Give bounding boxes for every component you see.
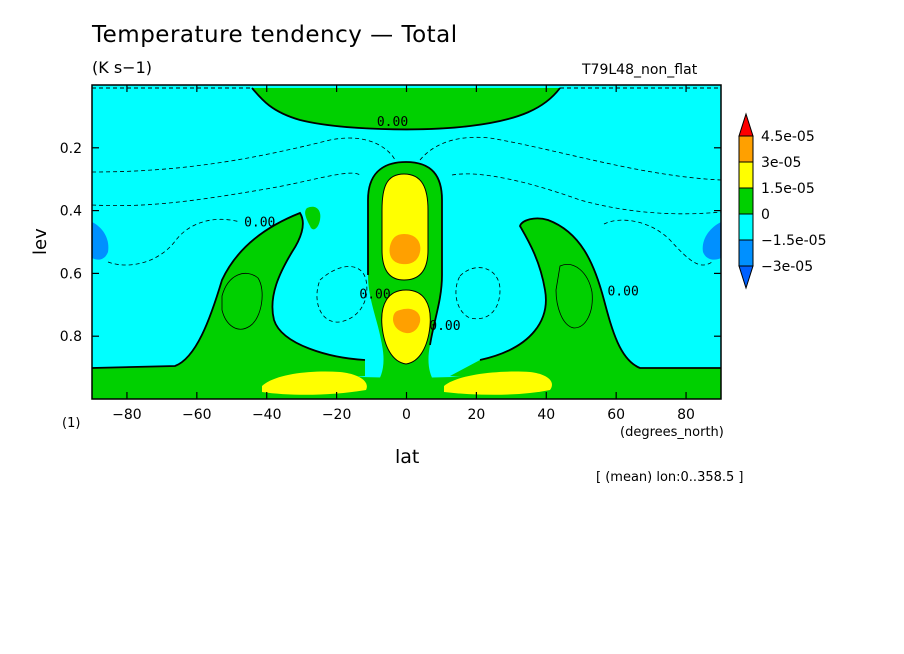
contour-label: 0.00 — [429, 319, 460, 334]
y-tick-label: 0.8 — [60, 329, 82, 345]
x-tick-label: 80 — [677, 407, 695, 423]
fill-polar-lobe-south — [92, 222, 109, 260]
colorbar-swatch — [738, 112, 754, 137]
colorbar-label: −1.5e-05 — [761, 233, 826, 249]
contour-labels: 0.00 0.00 0.00 0.00 0.00 — [244, 115, 639, 334]
y-tick-label: 0.4 — [60, 204, 82, 220]
colorbar-swatch — [738, 213, 754, 241]
run-label: T79L48_non_flat — [582, 62, 698, 78]
fill-surface-yellow-north — [444, 371, 552, 395]
contour-line-inner-north — [555, 264, 593, 329]
fill-north-band — [450, 218, 721, 399]
colorbar-label: 3e-05 — [761, 155, 801, 171]
x-tick-label: −40 — [252, 407, 282, 423]
fill-isolated-patch — [305, 206, 321, 230]
y-tick-label: 0.2 — [60, 141, 82, 157]
x-axis-unit: (degrees_north) — [620, 425, 724, 440]
x-tick-label: −20 — [322, 407, 352, 423]
contour-line-dashed-4 — [316, 266, 501, 323]
fill-south-band — [92, 213, 365, 399]
x-tick-label: −60 — [182, 407, 212, 423]
x-tick-label: 60 — [607, 407, 625, 423]
contour-label: 0.00 — [359, 288, 390, 303]
contour-line-zero-column — [367, 161, 443, 346]
colorbar-label: −3e-05 — [761, 259, 813, 275]
colorbar: 4.5e-05 3e-05 1.5e-05 0 −1.5e-05 −3e-05 — [738, 112, 826, 290]
contour-fills — [92, 85, 721, 399]
contour-label: 0.00 — [377, 115, 408, 130]
contour-line-dashed-1 — [92, 136, 721, 181]
colorbar-label: 4.5e-05 — [761, 129, 815, 145]
contour-line-lower-yellow — [381, 289, 431, 365]
colorbar-swatch — [738, 135, 754, 163]
colorbar-label: 1.5e-05 — [761, 181, 815, 197]
x-tick-label: −80 — [112, 407, 142, 423]
contour-line-upper-yellow — [381, 173, 429, 281]
chart-units: (K s−1) — [92, 58, 152, 77]
x-tick-label: 20 — [467, 407, 485, 423]
colorbar-swatch — [738, 239, 754, 267]
x-tick-label: 0 — [402, 407, 411, 423]
fill-top-cap — [252, 88, 560, 130]
fill-upper-orange — [389, 234, 421, 265]
contour-line-dashed-3 — [107, 218, 713, 266]
colorbar-swatch — [738, 265, 754, 290]
fill-surface-band — [92, 370, 721, 399]
colorbar-label: 0 — [761, 207, 770, 223]
scale-factor: (1) — [62, 416, 81, 431]
x-tick-label: 40 — [537, 407, 555, 423]
x-axis-ticks: −80 −60 −40 −20 0 20 40 60 80 — [112, 85, 695, 423]
colorbar-swatch — [738, 161, 754, 189]
y-axis-ticks: 0.2 0.4 0.6 0.8 — [60, 141, 721, 345]
contour-line-zero-cap — [251, 87, 561, 131]
colorbar-swatch — [738, 187, 754, 215]
contour-line-zero-south — [92, 211, 366, 369]
contour-line-zero-north — [479, 217, 721, 369]
x-axis-label: lat — [395, 446, 420, 468]
contour-lines — [92, 87, 721, 369]
y-tick-label: 0.6 — [60, 266, 82, 282]
fill-polar-lobe-north — [702, 222, 721, 260]
averaging-note: [ (mean) lon:0..358.5 ] — [596, 470, 744, 485]
contour-label: 0.00 — [607, 284, 638, 299]
fill-surface-yellow-south — [262, 371, 367, 395]
contour-line-inner-south — [221, 273, 263, 330]
chart-title: Temperature tendency — Total — [92, 22, 458, 48]
fill-lower-orange — [393, 308, 421, 334]
contour-label: 0.00 — [244, 215, 275, 230]
contour-line-dashed-2 — [92, 172, 721, 215]
